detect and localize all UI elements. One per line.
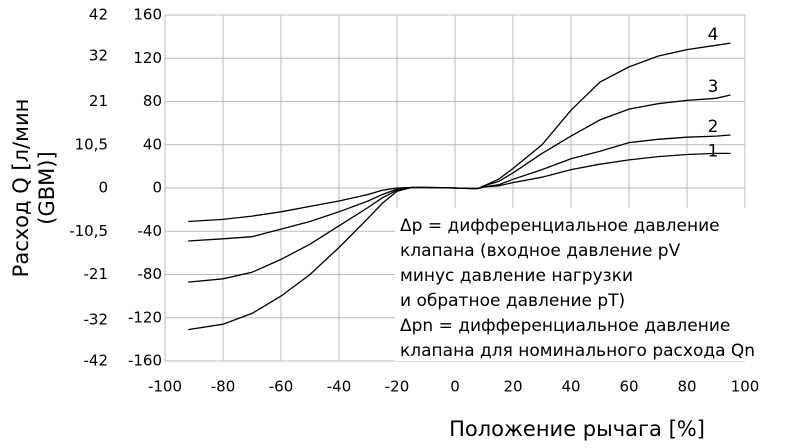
y2-tick-label: 32: [89, 47, 108, 65]
annotation-line: минус давление нагрузки: [400, 266, 633, 286]
y-tick-label: -80: [138, 265, 163, 283]
y-tick-label: 0: [152, 179, 162, 197]
x-tick-label: 20: [503, 378, 522, 396]
x-tick-label: -60: [269, 378, 294, 396]
y2-tick-label: 42: [89, 6, 108, 24]
annotation-line: клапана для номинального расхода Qn: [400, 341, 755, 361]
lines: [188, 42, 731, 331]
x-tick-label: 80: [677, 378, 696, 396]
y2-tick-label: 10,5: [75, 135, 108, 153]
y-tick-label: 40: [143, 135, 162, 153]
series-label: 3: [708, 77, 719, 97]
annotation-line: клапана (входное давление pV: [400, 241, 681, 261]
x-tick-label: -40: [327, 378, 352, 396]
y2-tick-label: 21: [89, 92, 108, 110]
x-tick-label: 0: [450, 378, 460, 396]
y-tick-label: 160: [133, 6, 162, 24]
series-label: 2: [708, 117, 719, 137]
annotation-line: Δpn = дифференциальное давление: [400, 316, 730, 336]
series-label: 4: [708, 25, 719, 45]
y2-tick-label: 0: [98, 179, 108, 197]
y2-tick-label: -21: [84, 265, 109, 283]
annotation-line: Δp = дифференциальное давление: [400, 216, 720, 236]
y-tick-label: -160: [128, 352, 162, 370]
y2-tick-label: -42: [84, 352, 109, 370]
x-tick-label: 100: [731, 378, 760, 396]
y-tick-label: -40: [138, 222, 163, 240]
y-axis-label: Расход Q [л/мин: [9, 99, 33, 278]
y2-tick-label: -32: [84, 310, 109, 328]
annotation-line: и обратное давление pT): [400, 291, 625, 311]
annotation-box: [395, 208, 793, 361]
x-tick-label: -80: [211, 378, 236, 396]
y-tick-label: -120: [128, 308, 162, 326]
y2-tick-label: -10,5: [69, 222, 108, 240]
x-tick-label: -100: [148, 378, 182, 396]
series-label: 1: [708, 141, 719, 161]
y-tick-label: 80: [143, 92, 162, 110]
series-line: [188, 42, 731, 331]
y-axis-label: (GBM)]: [35, 151, 59, 224]
x-tick-label: -20: [385, 378, 410, 396]
x-axis-label: Положение рычага [%]: [449, 417, 705, 441]
x-tick-label: 60: [619, 378, 638, 396]
y-tick-label: 120: [133, 49, 162, 67]
x-tick-label: 40: [561, 378, 580, 396]
